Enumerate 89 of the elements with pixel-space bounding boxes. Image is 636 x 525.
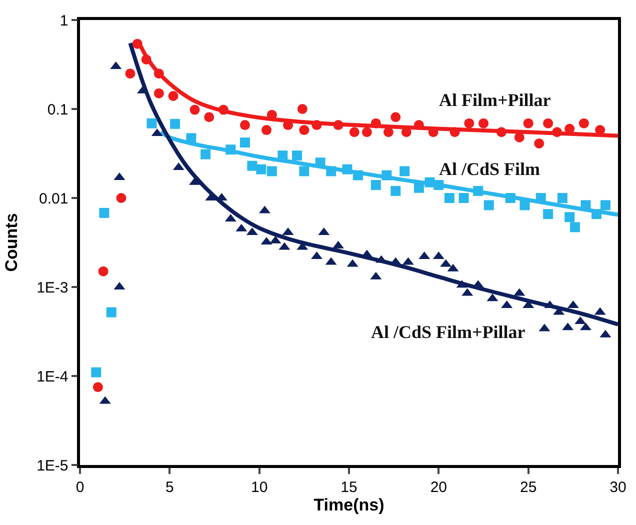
x-tick-label: 20 (430, 478, 448, 496)
point (352, 170, 363, 180)
point (382, 170, 392, 180)
point (496, 127, 506, 138)
x-tick-label: 15 (340, 478, 358, 496)
point (534, 138, 544, 148)
y-tick-label: 1E-4 (36, 368, 68, 386)
line-series (128, 41, 618, 326)
point (204, 112, 214, 122)
point (299, 166, 310, 176)
point (154, 68, 164, 79)
x-tick-label: 25 (520, 478, 537, 496)
y-tick-label: 0.01 (39, 190, 68, 208)
point (434, 180, 444, 190)
point (278, 150, 288, 161)
point (299, 125, 310, 136)
x-tick-label: 5 (166, 478, 174, 496)
point (552, 127, 562, 138)
point (226, 144, 236, 155)
point (132, 38, 142, 49)
point (116, 193, 126, 203)
point (240, 120, 250, 130)
point (98, 266, 108, 276)
point (390, 186, 401, 196)
point (247, 160, 258, 171)
y-tick-label: 1E-5 (36, 457, 68, 474)
point (154, 88, 164, 98)
point (484, 200, 494, 210)
point (464, 118, 474, 128)
point (362, 127, 372, 138)
point (591, 209, 602, 220)
point (292, 150, 302, 161)
point (240, 138, 250, 148)
point (505, 193, 516, 203)
x-axis-title: Time(ns) (314, 496, 384, 515)
point (473, 186, 484, 196)
point (141, 54, 152, 64)
point (218, 104, 228, 115)
point (543, 118, 554, 128)
point (370, 118, 381, 128)
point (106, 307, 116, 318)
point (390, 112, 401, 122)
point (342, 164, 352, 174)
point (312, 120, 322, 130)
series-label: Al /CdS Film+Pillar (371, 322, 526, 342)
point (414, 120, 424, 130)
point (297, 104, 308, 114)
point (520, 200, 530, 210)
point (523, 118, 534, 128)
point (99, 208, 110, 218)
point (146, 118, 157, 128)
point (414, 182, 424, 193)
point (168, 90, 178, 101)
point (315, 158, 326, 168)
point (125, 68, 136, 79)
point (200, 149, 211, 160)
point (186, 133, 196, 144)
point (326, 166, 336, 176)
point (400, 166, 410, 176)
x-tick-label: 30 (610, 478, 626, 496)
point (557, 193, 568, 203)
point (256, 164, 266, 174)
point (578, 118, 589, 128)
point (444, 193, 454, 203)
series-label: Al /CdS Film (439, 159, 540, 179)
point (349, 127, 360, 138)
point (514, 132, 524, 142)
series-label: Al Film+Pillar (439, 90, 551, 110)
point (262, 125, 272, 136)
x-tick-label: 0 (76, 478, 84, 496)
point (190, 104, 200, 115)
y-tick-label: 1 (60, 12, 68, 30)
point (424, 177, 435, 188)
point (570, 222, 580, 232)
y-tick-label: 0.1 (47, 101, 68, 118)
y-axis-title: Counts (2, 213, 22, 272)
point (266, 166, 277, 176)
point (543, 209, 554, 220)
point (170, 118, 180, 129)
point (478, 118, 488, 128)
point (450, 127, 460, 138)
point (600, 200, 610, 210)
x-tick-label: 10 (250, 478, 268, 496)
point (383, 127, 394, 138)
point (458, 193, 469, 203)
y-tick-label: 1E-3 (36, 279, 68, 296)
point (333, 120, 344, 130)
point (564, 212, 575, 222)
point (370, 180, 381, 190)
